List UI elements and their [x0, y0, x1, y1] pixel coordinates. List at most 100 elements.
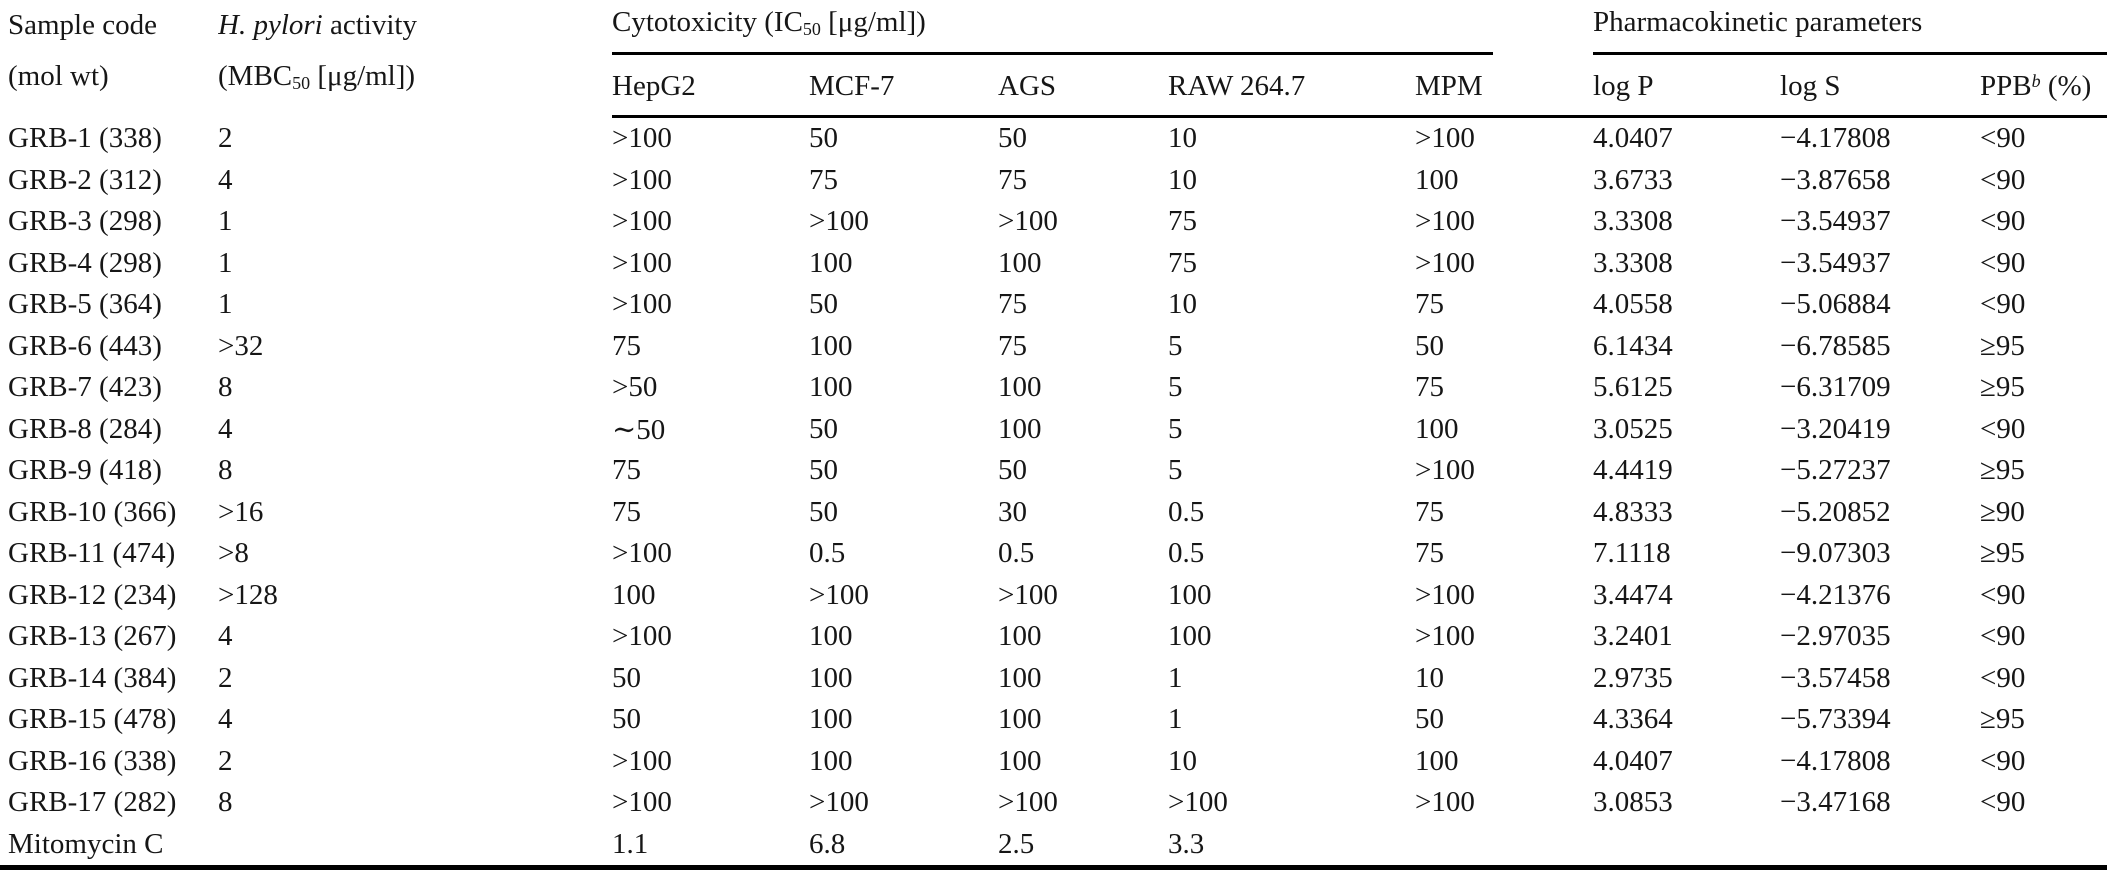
- value-cell: 10: [1168, 163, 1197, 196]
- value-cell: 100: [998, 246, 1042, 279]
- value-cell: 100: [998, 661, 1042, 694]
- value-cell: −6.78585: [1780, 329, 1891, 362]
- value-cell: 2: [218, 121, 233, 154]
- value-cell: >100: [1415, 454, 1475, 487]
- value-cell: 10: [1415, 661, 1444, 694]
- col-header-hpylori-activity: H. pylori activity (MBC50 [μg/ml]): [218, 0, 612, 117]
- value-cell: 100: [809, 703, 853, 736]
- value-cell: 8: [218, 786, 233, 819]
- value-cell: >100: [612, 163, 672, 196]
- value-cell: −3.54937: [1780, 246, 1891, 279]
- value-cell: 5.6125: [1593, 371, 1673, 404]
- value-cell: 100: [1415, 744, 1459, 777]
- sample-code-cell: GRB-5 (364): [8, 288, 162, 321]
- table-row: GRB-13 (267) 4 >100 100 100 100 >100 3.2401 −2.9…: [0, 616, 2107, 658]
- value-cell: 75: [612, 329, 641, 362]
- value-cell: >100: [612, 246, 672, 279]
- value-cell: [218, 823, 612, 870]
- value-cell: ≥95: [1980, 537, 2025, 570]
- value-cell: 50: [809, 122, 838, 155]
- value-cell: ≥95: [1980, 329, 2025, 362]
- value-cell: >100: [809, 786, 869, 819]
- value-cell: 2: [218, 744, 233, 777]
- value-cell: >100: [809, 578, 869, 611]
- col-header-raw2647: RAW 264.7: [1168, 58, 1415, 118]
- value-cell: <90: [1980, 122, 2026, 155]
- value-cell: −9.07303: [1780, 537, 1891, 570]
- value-cell: −2.97035: [1780, 620, 1891, 653]
- value-cell: 4.0407: [1593, 744, 1673, 777]
- hpylori-line1: H. pylori activity: [218, 9, 417, 41]
- sample-code-cell: GRB-7 (423): [8, 371, 162, 404]
- sample-code-line2: (mol wt): [8, 60, 109, 92]
- value-cell: >128: [218, 578, 278, 611]
- col-header-mcf7: MCF-7: [809, 58, 998, 118]
- col-header-ppb: PPBb (%): [1980, 58, 2107, 118]
- value-cell: <90: [1980, 744, 2026, 777]
- value-cell: 8: [218, 371, 233, 404]
- value-cell: 75: [612, 454, 641, 487]
- group-header-row: Sample code (mol wt) H. pylori activity …: [0, 0, 2107, 93]
- value-cell: <90: [1980, 163, 2026, 196]
- value-cell: >100: [998, 578, 1058, 611]
- sample-code-cell: GRB-3 (298): [8, 205, 162, 238]
- sample-code-cell: Mitomycin C: [0, 823, 218, 870]
- value-cell: 100: [998, 703, 1042, 736]
- table-header: Sample code (mol wt) H. pylori activity …: [0, 0, 2107, 118]
- table-row: GRB-11 (474) >8 >100 0.5 0.5 0.5 75 7.1118 −9.07…: [0, 533, 2107, 575]
- pharmacokinetic-group-label: Pharmacokinetic parameters: [1593, 0, 2107, 55]
- value-cell: 100: [1415, 163, 1459, 196]
- value-cell: >100: [1415, 122, 1475, 155]
- sample-code-cell: GRB-1 (338): [8, 121, 162, 154]
- table-row: GRB-2 (312) 4 >100 75 75 10 100 3.6733 −3.87658 <…: [0, 160, 2107, 202]
- hpylori-line2: (MBC50 [μg/ml]): [218, 60, 416, 94]
- hpylori-italic: H. pylori: [218, 9, 323, 41]
- value-cell: 75: [1415, 288, 1444, 321]
- value-cell: 3.2401: [1593, 620, 1673, 653]
- value-cell: 75: [1168, 246, 1197, 279]
- value-cell: >100: [612, 620, 672, 653]
- value-cell: >100: [809, 205, 869, 238]
- value-cell: 50: [612, 661, 641, 694]
- sample-code-cell: GRB-11 (474): [8, 537, 176, 570]
- value-cell: >100: [1415, 786, 1475, 819]
- value-cell: <90: [1980, 246, 2026, 279]
- cytotoxicity-group-label: Cytotoxicity (IC50 [μg/ml]): [612, 0, 1494, 55]
- table-row: GRB-6 (443) >32 75 100 75 5 50 6.1434 −6.78585 ≥9…: [0, 326, 2107, 368]
- value-cell: 5: [1168, 329, 1183, 362]
- value-cell: 100: [1168, 578, 1212, 611]
- value-cell: <90: [1980, 288, 2026, 321]
- sample-code-cell: GRB-15 (478): [8, 703, 177, 736]
- value-cell: 4: [218, 620, 233, 653]
- value-cell: 4.0407: [1593, 122, 1673, 155]
- value-cell: 1: [1168, 703, 1183, 736]
- value-cell: 3.3: [1168, 823, 1415, 870]
- sample-code-cell: GRB-13 (267): [8, 620, 177, 653]
- value-cell: −3.47168: [1780, 786, 1891, 819]
- sample-code-cell: GRB-17 (282): [8, 786, 177, 819]
- value-cell: 3.0853: [1593, 786, 1673, 819]
- sample-code-cell: GRB-6 (443): [8, 329, 162, 362]
- value-cell: −3.87658: [1780, 163, 1891, 196]
- value-cell: 0.5: [1168, 537, 1205, 570]
- table-row: GRB-12 (234) >128 100 >100 >100 100 >100 3.4474…: [0, 575, 2107, 617]
- value-cell: −3.57458: [1780, 661, 1891, 694]
- table-row: GRB-9 (418) 8 75 50 50 5 >100 4.4419 −5.27237 ≥95: [0, 450, 2107, 492]
- value-cell: >100: [998, 786, 1058, 819]
- value-cell: 2.9735: [1593, 661, 1673, 694]
- value-cell: 75: [998, 163, 1027, 196]
- table-body: GRB-1 (338) 2 >100 50 50 10 >100 4.0407 −4.17808…: [0, 117, 2107, 870]
- table-row: GRB-7 (423) 8 >50 100 100 5 75 5.6125 −6.31709 ≥9…: [0, 367, 2107, 409]
- value-cell: 0.5: [998, 537, 1035, 570]
- value-cell: 2.5: [998, 823, 1168, 870]
- value-cell: 50: [809, 454, 838, 487]
- value-cell: 75: [1415, 537, 1444, 570]
- table-row: GRB-3 (298) 1 >100 >100 >100 75 >100 3.3308 −3.5…: [0, 201, 2107, 243]
- value-cell: >100: [1415, 578, 1475, 611]
- value-cell: −5.06884: [1780, 288, 1891, 321]
- value-cell: >100: [612, 744, 672, 777]
- value-cell: 0.5: [1168, 495, 1205, 528]
- value-cell: ≥95: [1980, 371, 2025, 404]
- value-cell: 10: [1168, 288, 1197, 321]
- value-cell: 100: [809, 744, 853, 777]
